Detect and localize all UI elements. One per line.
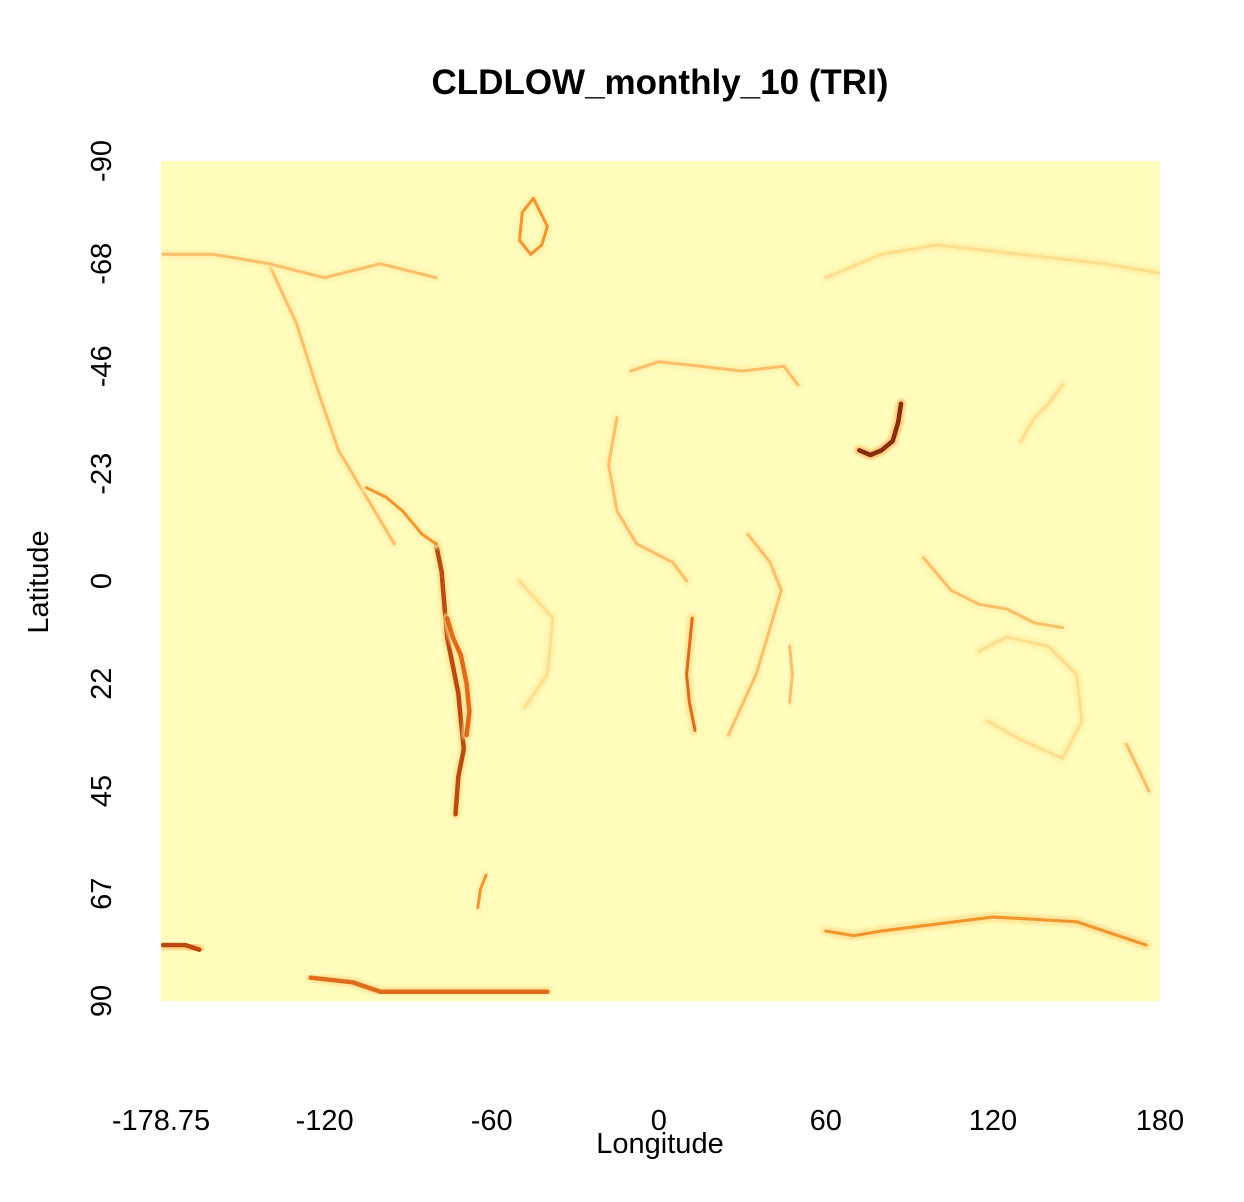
feature-australia-coast	[977, 635, 1084, 760]
y-tick-label: -46	[86, 345, 118, 387]
feature-brazil-coast	[518, 579, 555, 709]
heatmap-background	[161, 161, 1160, 1001]
heatmap-features	[161, 193, 1160, 997]
y-tick-label: 45	[86, 775, 118, 807]
y-tick-label: -90	[86, 140, 118, 182]
feature-rockies	[267, 262, 396, 546]
feature-se-asia-islands	[921, 556, 1064, 630]
feature-west-africa-coast	[607, 416, 689, 583]
y-tick-label: 90	[86, 985, 118, 1017]
feature-arctic-coast-north-america	[161, 252, 438, 280]
y-axis-label: Latitude	[23, 530, 55, 633]
x-tick-label: -120	[296, 1105, 354, 1137]
feature-himalaya-ridge	[857, 401, 904, 458]
feature-andes-ridge	[433, 541, 467, 817]
feature-antarctic-coast-south	[308, 975, 550, 994]
x-tick-label: -60	[471, 1105, 513, 1137]
feature-siberia-coast	[824, 243, 1160, 280]
feature-central-america	[364, 486, 438, 546]
x-tick-label: -178.75	[112, 1105, 210, 1137]
feature-madagascar	[788, 644, 794, 704]
feature-japan-arc	[1019, 383, 1064, 443]
x-axis-ticks: -178.75 -120 -60 0 60 120 180	[112, 1105, 1184, 1137]
x-tick-label: 180	[1136, 1105, 1184, 1137]
x-axis-label: Longitude	[596, 1128, 723, 1160]
feature-europe-coast	[629, 360, 800, 387]
feature-andes-ridge-east	[444, 616, 472, 738]
y-tick-label: -68	[86, 243, 118, 285]
feature-east-africa-coast	[726, 532, 783, 737]
x-tick-label: 60	[810, 1105, 842, 1137]
y-tick-label: 22	[86, 668, 118, 700]
feature-antarctic-coast-east	[824, 915, 1148, 947]
chart-title: CLDLOW_monthly_10 (TRI)	[432, 63, 889, 102]
plot-area	[161, 161, 1160, 1001]
feature-new-zealand	[1125, 742, 1151, 793]
feature-antarctic-coast-west	[161, 942, 202, 952]
y-tick-label: 0	[86, 573, 118, 589]
x-tick-label: 120	[969, 1105, 1017, 1137]
y-axis-ticks: -90 -68 -46 -23 0 22 45 67 90	[86, 140, 118, 1017]
y-tick-label: 67	[86, 878, 118, 910]
y-tick-label: -23	[86, 453, 118, 495]
feature-antarctic-peninsula	[476, 873, 488, 910]
x-tick-label: 0	[651, 1105, 667, 1137]
feature-greenland-ring	[518, 196, 549, 256]
feature-african-rift	[685, 616, 697, 732]
